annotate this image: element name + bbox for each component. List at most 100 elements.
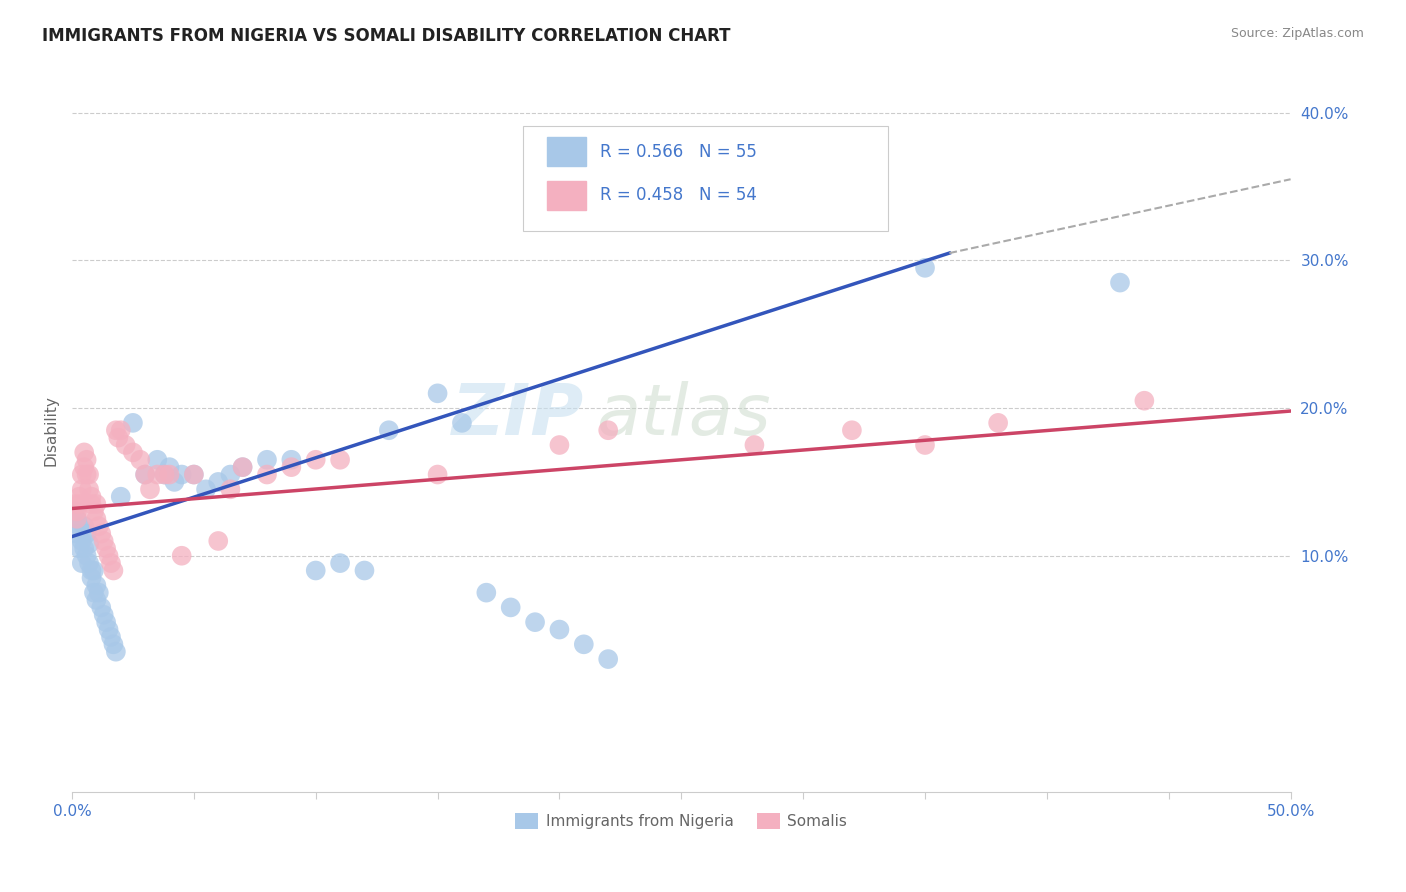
Point	[66, 512, 89, 526]
Point	[66, 526, 89, 541]
Point	[94, 541, 117, 556]
Point	[134, 467, 156, 482]
Point	[153, 467, 176, 482]
Point	[76, 526, 98, 541]
Point	[80, 497, 103, 511]
Point	[195, 483, 218, 497]
Point	[232, 460, 254, 475]
Point	[83, 504, 105, 518]
Point	[63, 504, 86, 518]
Point	[107, 431, 129, 445]
Point	[67, 541, 90, 556]
Point	[1133, 393, 1156, 408]
Point	[110, 423, 132, 437]
Point	[183, 467, 205, 482]
Point	[66, 504, 89, 518]
FancyBboxPatch shape	[523, 127, 889, 231]
Point	[139, 483, 162, 497]
Point	[280, 460, 302, 475]
Point	[159, 467, 181, 482]
Point	[914, 260, 936, 275]
Point	[76, 452, 98, 467]
Point	[70, 483, 93, 497]
Point	[93, 607, 115, 622]
Point	[90, 600, 112, 615]
Point	[76, 549, 98, 563]
Point	[97, 549, 120, 563]
Y-axis label: Disability: Disability	[44, 395, 58, 466]
Point	[104, 645, 127, 659]
Point	[280, 452, 302, 467]
Point	[67, 490, 90, 504]
Point	[80, 564, 103, 578]
Point	[86, 497, 108, 511]
Point	[66, 512, 89, 526]
Point	[329, 556, 352, 570]
Point	[67, 497, 90, 511]
Point	[73, 460, 96, 475]
Point	[1109, 276, 1132, 290]
Point	[83, 564, 105, 578]
Legend: Immigrants from Nigeria, Somalis: Immigrants from Nigeria, Somalis	[509, 806, 853, 835]
Point	[100, 630, 122, 644]
Point	[426, 386, 449, 401]
Point	[80, 490, 103, 504]
Point	[67, 519, 90, 533]
Point	[76, 467, 98, 482]
Point	[86, 578, 108, 592]
Point	[378, 423, 401, 437]
Point	[353, 564, 375, 578]
Point	[77, 483, 100, 497]
Point	[122, 416, 145, 430]
Point	[129, 452, 152, 467]
Text: R = 0.566   N = 55: R = 0.566 N = 55	[599, 143, 756, 161]
Point	[73, 541, 96, 556]
Point	[572, 637, 595, 651]
Point	[146, 467, 169, 482]
Point	[305, 452, 328, 467]
Point	[73, 519, 96, 533]
Point	[256, 452, 278, 467]
Point	[598, 652, 620, 666]
Point	[914, 438, 936, 452]
Point	[329, 452, 352, 467]
Point	[80, 571, 103, 585]
Point	[104, 423, 127, 437]
Point	[232, 460, 254, 475]
Text: ZIP: ZIP	[451, 381, 583, 450]
Point	[163, 475, 186, 489]
Point	[841, 423, 863, 437]
Point	[114, 438, 136, 452]
Point	[63, 497, 86, 511]
Point	[93, 533, 115, 548]
Point	[548, 623, 571, 637]
Point	[103, 564, 125, 578]
Point	[77, 537, 100, 551]
Point	[83, 585, 105, 599]
Point	[159, 460, 181, 475]
Point	[451, 416, 474, 430]
Point	[73, 445, 96, 459]
Point	[207, 533, 229, 548]
Point	[305, 564, 328, 578]
Point	[499, 600, 522, 615]
Point	[87, 585, 110, 599]
Point	[134, 467, 156, 482]
Point	[170, 467, 193, 482]
Point	[146, 452, 169, 467]
Bar	[547, 181, 586, 210]
Bar	[547, 137, 586, 166]
Point	[219, 483, 242, 497]
Point	[94, 615, 117, 630]
Text: IMMIGRANTS FROM NIGERIA VS SOMALI DISABILITY CORRELATION CHART: IMMIGRANTS FROM NIGERIA VS SOMALI DISABI…	[42, 27, 731, 45]
Point	[77, 556, 100, 570]
Point	[598, 423, 620, 437]
Point	[103, 637, 125, 651]
Point	[70, 467, 93, 482]
Text: atlas: atlas	[596, 381, 770, 450]
Point	[524, 615, 547, 630]
Point	[987, 416, 1010, 430]
Text: Source: ZipAtlas.com: Source: ZipAtlas.com	[1230, 27, 1364, 40]
Point	[744, 438, 766, 452]
Point	[86, 593, 108, 607]
